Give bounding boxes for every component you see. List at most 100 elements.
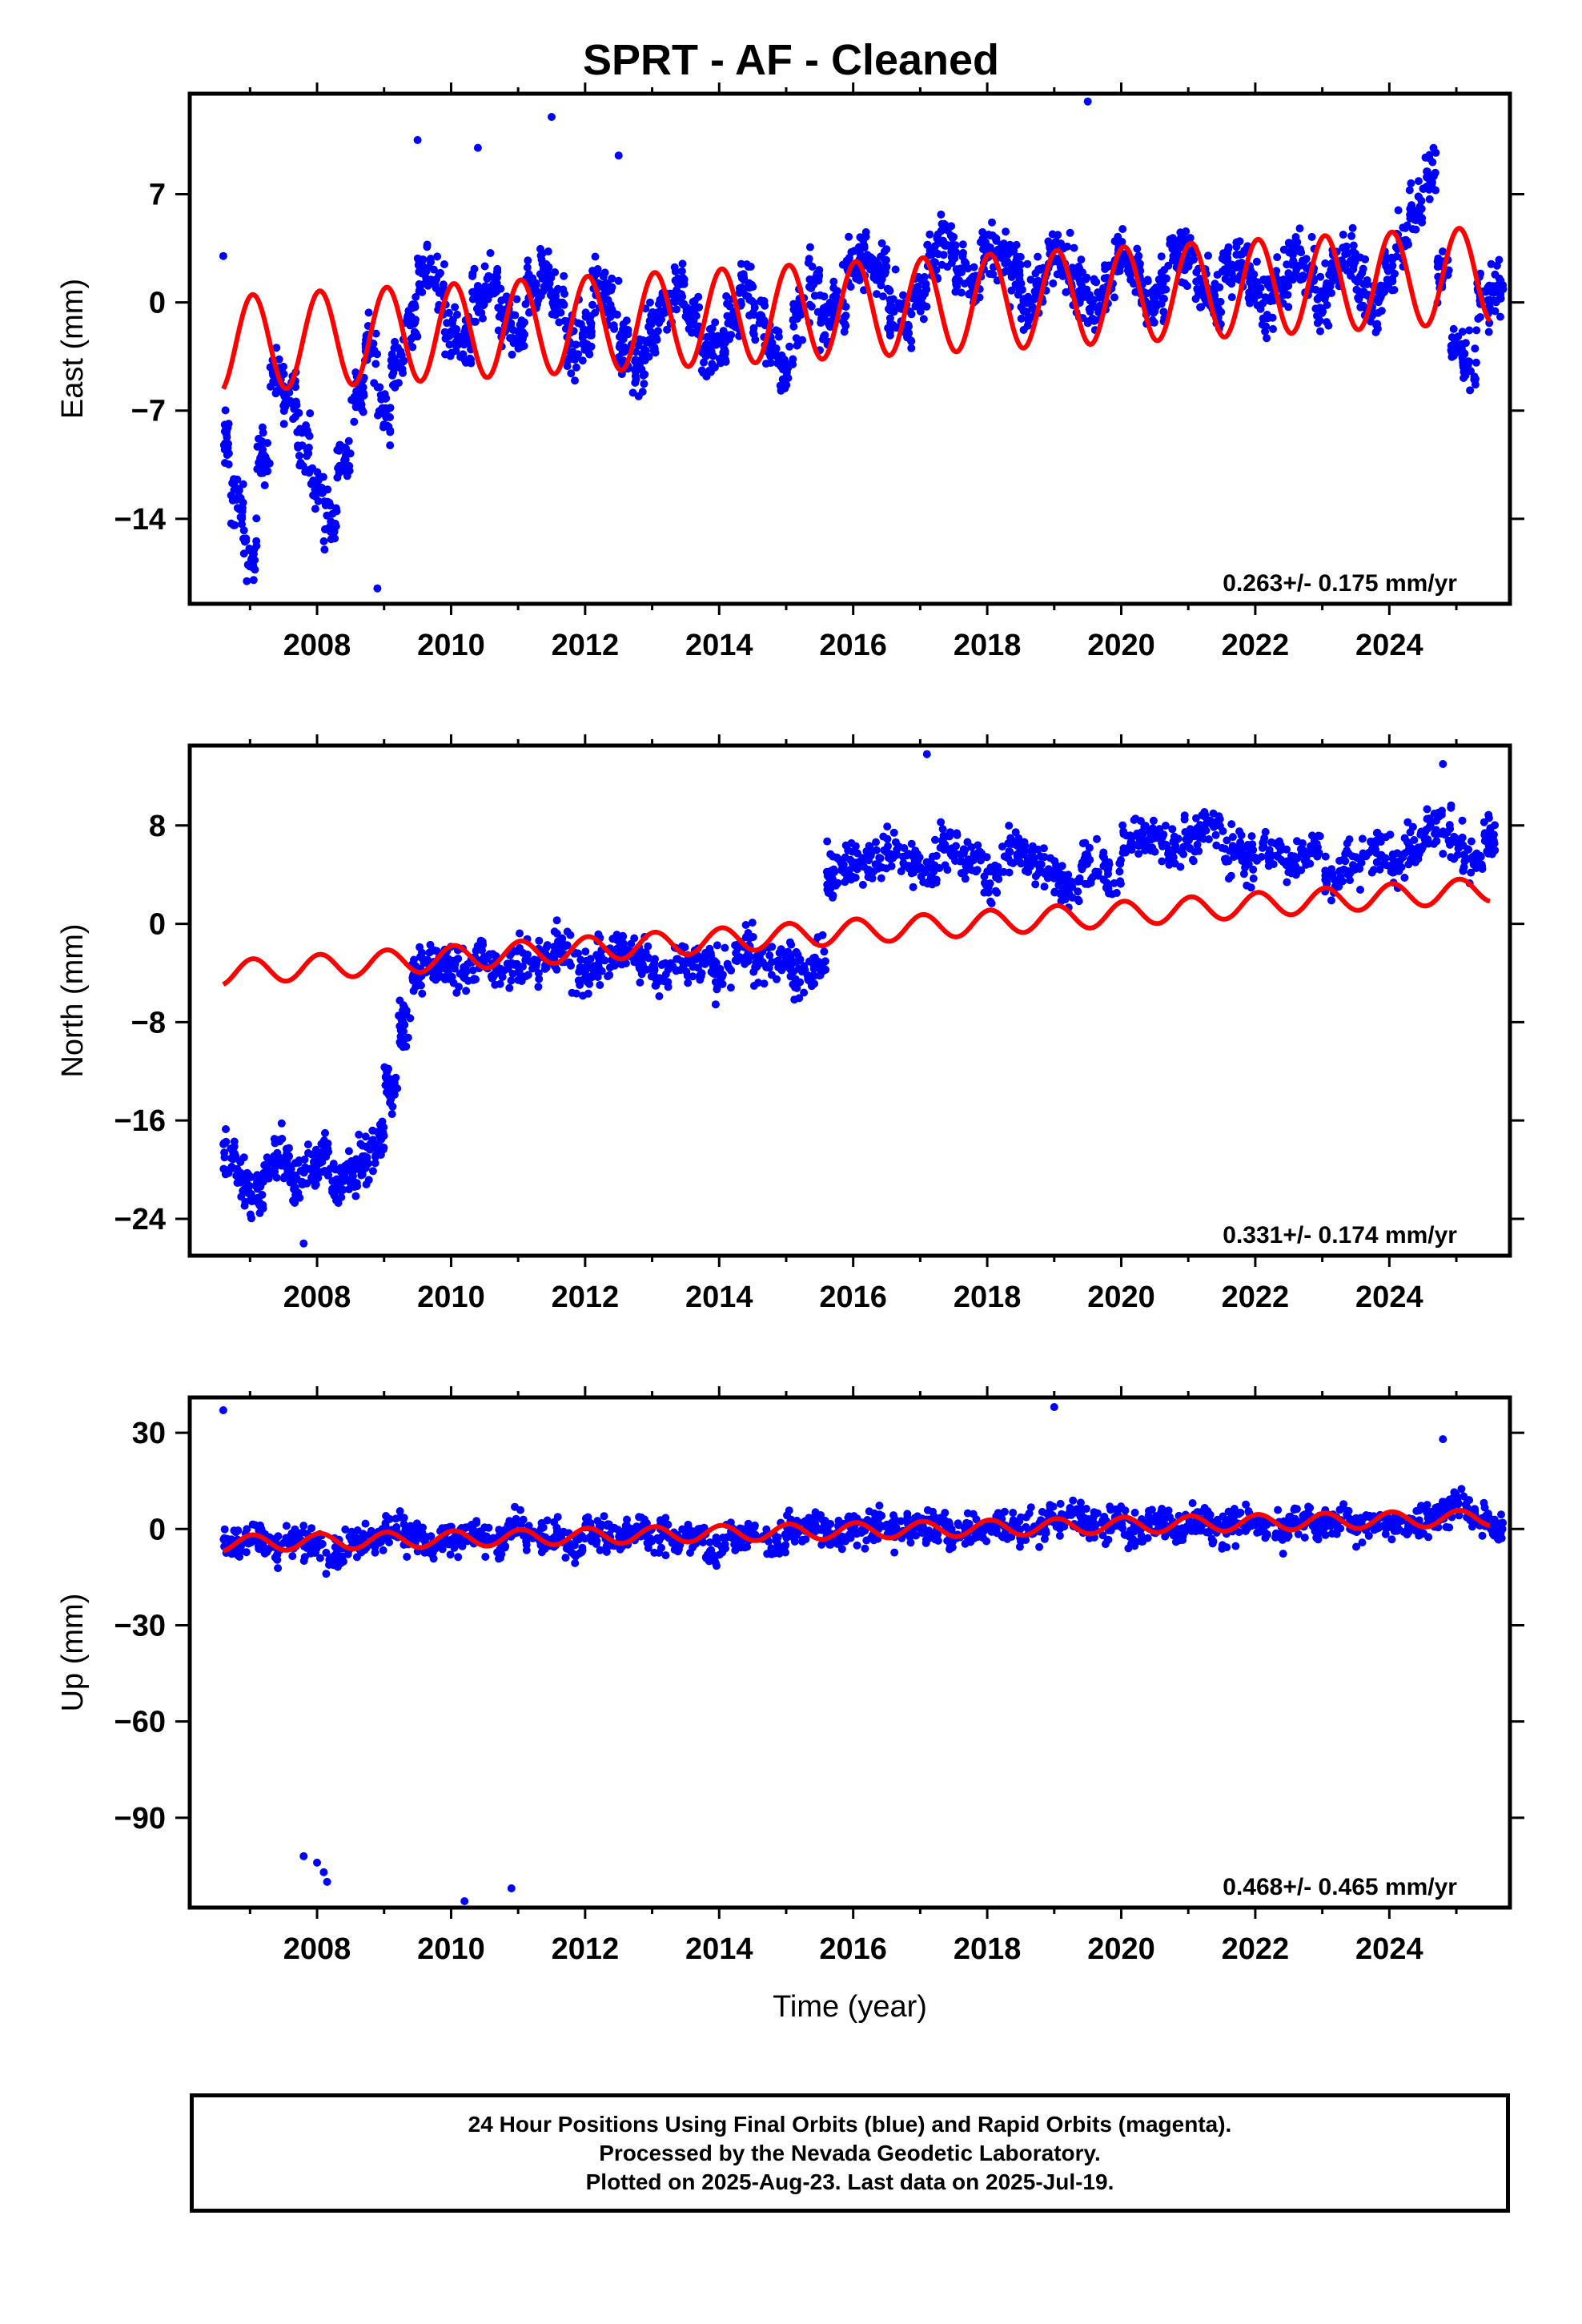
data-point — [1008, 262, 1017, 271]
data-point — [379, 1546, 387, 1554]
data-point — [423, 240, 432, 249]
data-point — [671, 267, 680, 275]
data-point — [593, 973, 602, 981]
data-point — [462, 358, 470, 367]
rate-annotation: 0.331+/- 0.174 mm/yr — [1223, 1222, 1457, 1248]
data-point — [286, 396, 295, 405]
data-point — [708, 324, 717, 332]
data-point — [1050, 887, 1059, 896]
data-point — [596, 1521, 604, 1530]
data-point — [877, 874, 885, 883]
data-point — [1363, 280, 1371, 288]
data-point — [1161, 822, 1170, 830]
data-point — [790, 995, 799, 1004]
data-point — [380, 390, 389, 399]
data-point — [987, 899, 996, 907]
data-point — [748, 919, 757, 927]
data-point — [486, 249, 495, 257]
data-point — [669, 292, 678, 300]
data-point — [889, 828, 898, 837]
data-point — [219, 1535, 228, 1544]
data-point — [819, 335, 827, 344]
data-point — [386, 441, 395, 450]
x-tick-label: 2010 — [417, 629, 485, 662]
data-point — [1190, 255, 1198, 264]
plot-frame-north — [187, 743, 1512, 1258]
data-point — [1484, 296, 1492, 305]
data-point — [749, 933, 757, 941]
data-point — [1423, 805, 1431, 814]
data-point — [1057, 264, 1066, 273]
data-point — [358, 1170, 367, 1179]
data-point — [571, 376, 579, 385]
data-point — [1228, 833, 1237, 842]
data-point — [462, 967, 471, 976]
data-point — [809, 971, 817, 980]
data-point — [702, 372, 711, 381]
data-point — [860, 243, 869, 252]
data-point — [1467, 837, 1476, 846]
data-point — [960, 257, 969, 266]
data-point — [885, 287, 894, 296]
data-point — [1063, 876, 1072, 885]
data-point — [289, 1196, 297, 1205]
data-point — [293, 428, 302, 436]
data-point — [989, 270, 998, 279]
data-point — [1074, 897, 1083, 906]
data-point — [429, 1554, 438, 1563]
data-point — [980, 888, 989, 897]
data-point — [332, 507, 341, 516]
data-point — [238, 504, 247, 513]
y-tick-label: −16 — [114, 1104, 166, 1138]
data-point — [1495, 255, 1504, 264]
data-point — [672, 967, 681, 975]
data-point — [279, 1156, 287, 1165]
data-point — [1024, 316, 1033, 325]
data-point — [287, 1173, 295, 1182]
data-point — [1460, 374, 1468, 382]
data-point — [1439, 850, 1447, 858]
data-point — [1157, 252, 1166, 261]
data-point — [887, 854, 896, 862]
data-point — [551, 268, 560, 276]
data-point — [1313, 852, 1322, 861]
data-point — [394, 379, 403, 388]
data-point — [229, 521, 238, 529]
data-point — [647, 320, 656, 328]
data-point — [1221, 275, 1230, 283]
data-point — [765, 951, 774, 960]
data-point — [552, 916, 561, 925]
data-point — [287, 1164, 295, 1173]
data-point — [579, 991, 588, 1000]
data-point — [829, 304, 837, 312]
data-point — [907, 869, 916, 878]
data-point — [886, 300, 895, 308]
data-point — [493, 267, 502, 276]
data-point — [637, 365, 646, 374]
data-point — [534, 969, 543, 978]
data-point — [235, 486, 243, 495]
data-point — [1464, 357, 1473, 366]
x-tick-label: 2014 — [685, 629, 753, 662]
data-point — [1018, 285, 1026, 294]
data-point — [631, 372, 640, 380]
data-point — [596, 981, 604, 989]
data-point — [412, 1519, 421, 1528]
data-point — [921, 289, 930, 298]
data-point — [588, 300, 596, 309]
data-point — [1321, 871, 1330, 880]
data-point — [1116, 238, 1125, 246]
data-point — [848, 872, 857, 881]
data-point — [777, 966, 786, 975]
data-point — [251, 556, 259, 565]
data-point — [721, 347, 729, 356]
data-point — [710, 363, 719, 372]
data-point — [1058, 890, 1067, 899]
data-point — [382, 413, 391, 422]
data-point — [685, 309, 694, 318]
model-line-north — [222, 876, 1491, 987]
data-point — [936, 843, 945, 852]
data-point — [480, 956, 489, 965]
data-point — [313, 468, 322, 476]
data-point — [227, 1535, 236, 1544]
